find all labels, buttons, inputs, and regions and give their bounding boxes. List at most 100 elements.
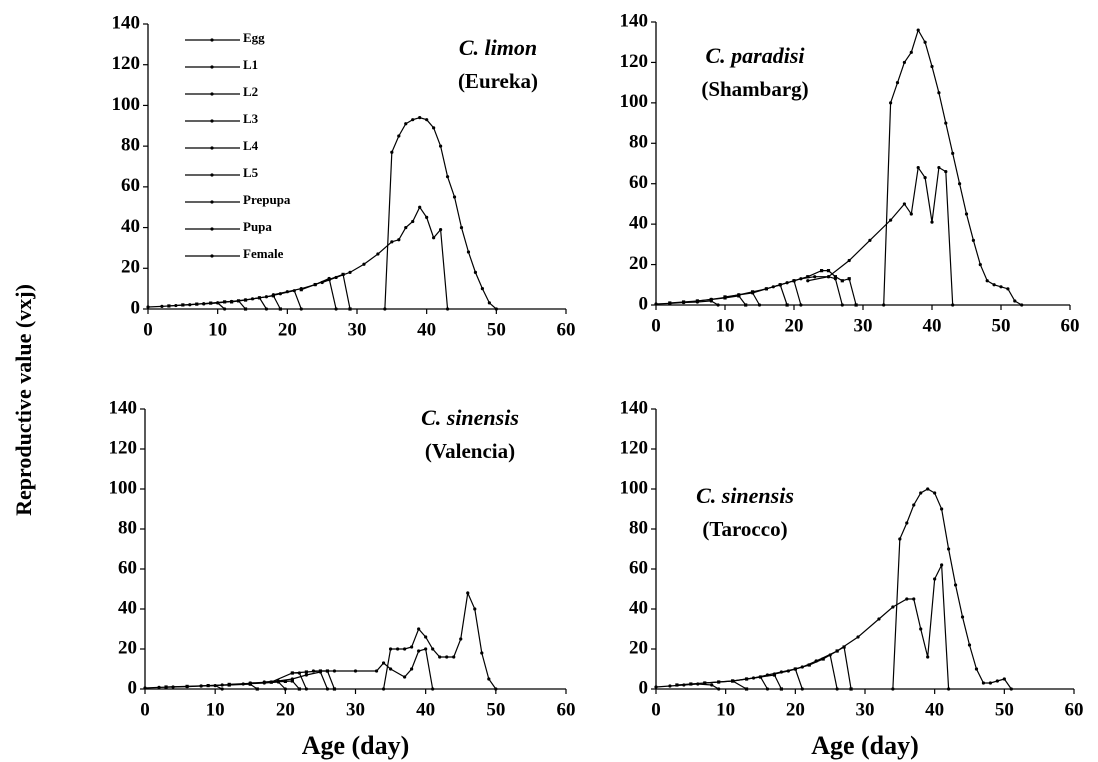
data-point: [891, 687, 895, 691]
data-point: [944, 121, 948, 125]
data-point: [334, 307, 338, 311]
data-point: [654, 685, 658, 689]
data-point: [459, 225, 464, 230]
data-point: [487, 301, 491, 305]
data-point: [951, 151, 955, 155]
y-tick-label: 80: [118, 517, 137, 538]
y-tick-label: 0: [131, 297, 141, 318]
y-tick-label: 100: [620, 91, 649, 112]
series-line: [724, 284, 788, 306]
legend-label: Egg: [243, 30, 265, 45]
legend-marker: [210, 92, 214, 96]
data-point: [431, 647, 435, 651]
data-point: [933, 577, 937, 581]
chart-subtitle: (Tarocco): [702, 517, 787, 541]
series-line: [807, 165, 954, 306]
y-tick-label: 80: [629, 517, 648, 538]
data-point: [835, 649, 839, 653]
data-point: [947, 547, 951, 551]
data-point: [397, 238, 401, 242]
data-point: [902, 202, 907, 206]
series-line: [815, 562, 950, 690]
data-point: [792, 279, 796, 283]
legend-marker: [210, 173, 214, 177]
data-point: [216, 301, 220, 305]
data-point: [675, 683, 679, 687]
data-point: [381, 661, 386, 665]
data-point: [417, 627, 421, 631]
series-line: [774, 654, 838, 690]
data-point: [992, 283, 996, 287]
data-point: [374, 669, 379, 673]
data-point: [916, 28, 920, 32]
data-point: [290, 679, 294, 683]
data-point: [999, 285, 1003, 289]
data-point: [654, 302, 658, 306]
data-point: [723, 295, 727, 299]
data-point: [452, 655, 456, 659]
data-point: [731, 679, 735, 683]
data-point: [785, 281, 789, 285]
data-point: [717, 687, 721, 691]
x-tick-label: 0: [143, 319, 153, 340]
data-point: [388, 667, 393, 671]
data-point: [909, 212, 913, 216]
data-point: [452, 195, 457, 199]
data-point: [786, 669, 790, 673]
data-point: [974, 667, 979, 671]
data-point: [930, 64, 934, 69]
data-point: [304, 673, 308, 677]
data-point: [480, 651, 484, 655]
y-tick-label: 100: [109, 477, 138, 498]
data-point: [919, 491, 923, 495]
data-point: [199, 684, 203, 688]
series-line: [203, 297, 267, 310]
data-point: [459, 637, 463, 641]
data-point: [833, 275, 837, 279]
y-tick-label: 140: [112, 12, 141, 33]
data-point: [439, 228, 443, 232]
data-point: [264, 295, 269, 299]
data-point: [689, 682, 693, 686]
data-point: [889, 101, 893, 105]
data-point: [397, 134, 401, 138]
data-point: [202, 302, 206, 306]
legend-label: L4: [243, 138, 259, 153]
data-point: [466, 250, 471, 254]
data-point: [806, 279, 810, 283]
y-tick-label: 100: [112, 94, 141, 115]
data-point: [882, 303, 886, 307]
data-point: [820, 269, 824, 273]
data-point: [953, 583, 958, 587]
data-point: [325, 687, 330, 691]
data-point: [285, 290, 289, 294]
data-point: [290, 671, 294, 675]
data-point: [826, 275, 831, 279]
x-tick-label: 0: [651, 315, 661, 336]
x-tick-label: 30: [854, 315, 873, 336]
data-point: [466, 591, 470, 595]
data-point: [926, 655, 930, 659]
data-point: [960, 615, 965, 619]
data-point: [940, 563, 944, 567]
data-point: [958, 182, 962, 186]
x-tick-label: 20: [276, 699, 295, 720]
data-point: [905, 521, 909, 525]
data-point: [432, 126, 436, 130]
series-line: [883, 28, 1023, 306]
data-point: [930, 220, 934, 224]
data-point: [290, 677, 294, 681]
data-point: [937, 165, 941, 170]
data-point: [854, 303, 858, 307]
x-tick-label: 30: [856, 699, 875, 720]
chart-subtitle: (Shambarg): [701, 77, 808, 101]
data-point: [799, 303, 803, 307]
data-point: [877, 617, 881, 621]
data-point: [157, 685, 161, 690]
y-tick-label: 60: [629, 172, 648, 193]
data-point: [445, 655, 449, 659]
legend-marker: [210, 119, 214, 123]
data-point: [944, 169, 948, 174]
data-point: [424, 635, 428, 639]
legend-label: Prepupa: [243, 192, 291, 207]
